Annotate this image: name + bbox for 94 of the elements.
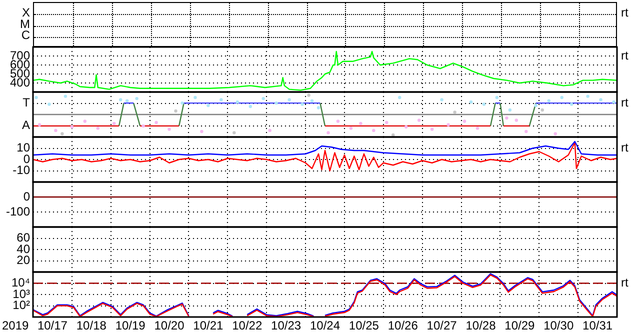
- point: [96, 126, 100, 130]
- point: [268, 128, 272, 132]
- point: [547, 99, 550, 102]
- point: [248, 104, 252, 108]
- x-tick-label: 10/27: [426, 318, 458, 333]
- point: [220, 98, 223, 102]
- point: [232, 131, 236, 134]
- point: [316, 106, 320, 110]
- point: [307, 94, 310, 97]
- point: [112, 122, 116, 126]
- point: [200, 130, 204, 134]
- point: [508, 108, 512, 112]
- category-label: A: [22, 118, 30, 132]
- point: [60, 132, 64, 136]
- y-tick-label: 0: [23, 189, 30, 204]
- y-tick-label: -100: [6, 204, 30, 218]
- point: [174, 109, 178, 113]
- x-axis-title: 2019: [2, 318, 30, 332]
- text: rt: [621, 140, 629, 155]
- point: [326, 131, 330, 134]
- x-tick-label: 10/19: [115, 318, 146, 333]
- x-tick-label: 10/28: [466, 318, 496, 333]
- x-tick-label: 10/26: [388, 318, 418, 333]
- point: [206, 104, 210, 108]
- point: [417, 118, 421, 122]
- point: [154, 120, 158, 124]
- x-tick-label: 10/24: [310, 318, 340, 333]
- point: [300, 102, 304, 106]
- x-tick-label: 10/30: [544, 318, 574, 333]
- x-tick-label: 10/21: [193, 318, 224, 333]
- point: [48, 102, 51, 106]
- point: [570, 102, 574, 106]
- point: [180, 101, 184, 105]
- point: [599, 98, 602, 102]
- x-tick-label: 10/29: [504, 318, 536, 333]
- point: [349, 126, 353, 130]
- text: rt: [621, 6, 629, 20]
- point: [462, 120, 466, 123]
- point: [469, 100, 473, 104]
- x-tick-label: 10/31: [582, 318, 613, 333]
- point: [495, 96, 499, 100]
- point: [64, 94, 68, 98]
- point: [586, 94, 590, 98]
- point: [554, 132, 557, 136]
- x-tick-label: 10/18: [76, 318, 107, 333]
- point: [359, 122, 362, 126]
- x-tick-label: 10/20: [154, 318, 185, 333]
- point: [430, 128, 434, 131]
- point: [310, 99, 314, 102]
- point: [440, 98, 444, 102]
- point: [476, 126, 480, 130]
- point: [385, 120, 388, 124]
- x-tick-label: 10/23: [271, 318, 302, 333]
- point: [142, 124, 145, 128]
- category-label: C: [21, 28, 30, 42]
- point: [392, 133, 395, 137]
- point: [505, 116, 508, 120]
- point: [70, 125, 74, 129]
- point: [372, 128, 376, 132]
- ref-line-label: rt: [621, 276, 629, 290]
- text: rt: [621, 48, 629, 62]
- point: [336, 120, 340, 123]
- x-tick-label: 10/25: [348, 318, 380, 333]
- y-tick-label: 10²: [12, 298, 30, 312]
- point: [83, 120, 87, 123]
- point: [274, 101, 278, 105]
- point: [514, 118, 518, 122]
- point: [288, 98, 291, 102]
- y-tick-label: -10: [12, 163, 30, 178]
- point: [54, 128, 58, 132]
- point: [135, 96, 138, 100]
- x-tick-label: 10/17: [37, 318, 68, 333]
- point: [236, 100, 239, 104]
- point: [453, 110, 456, 114]
- point: [262, 96, 265, 100]
- point: [119, 98, 122, 102]
- point: [482, 102, 486, 106]
- point: [38, 123, 42, 126]
- point: [534, 104, 538, 108]
- point: [524, 130, 528, 134]
- point: [612, 100, 616, 104]
- y-tick-label: 20: [16, 253, 30, 268]
- point: [125, 99, 129, 102]
- x-tick-label: 10/22: [232, 318, 262, 333]
- point: [560, 96, 564, 100]
- point: [34, 96, 38, 100]
- point: [404, 125, 408, 129]
- category-label: T: [22, 96, 30, 110]
- point: [446, 123, 450, 126]
- point: [540, 108, 544, 112]
- point: [398, 96, 402, 100]
- text: rt: [621, 96, 629, 110]
- point: [194, 96, 197, 100]
- point: [168, 128, 171, 131]
